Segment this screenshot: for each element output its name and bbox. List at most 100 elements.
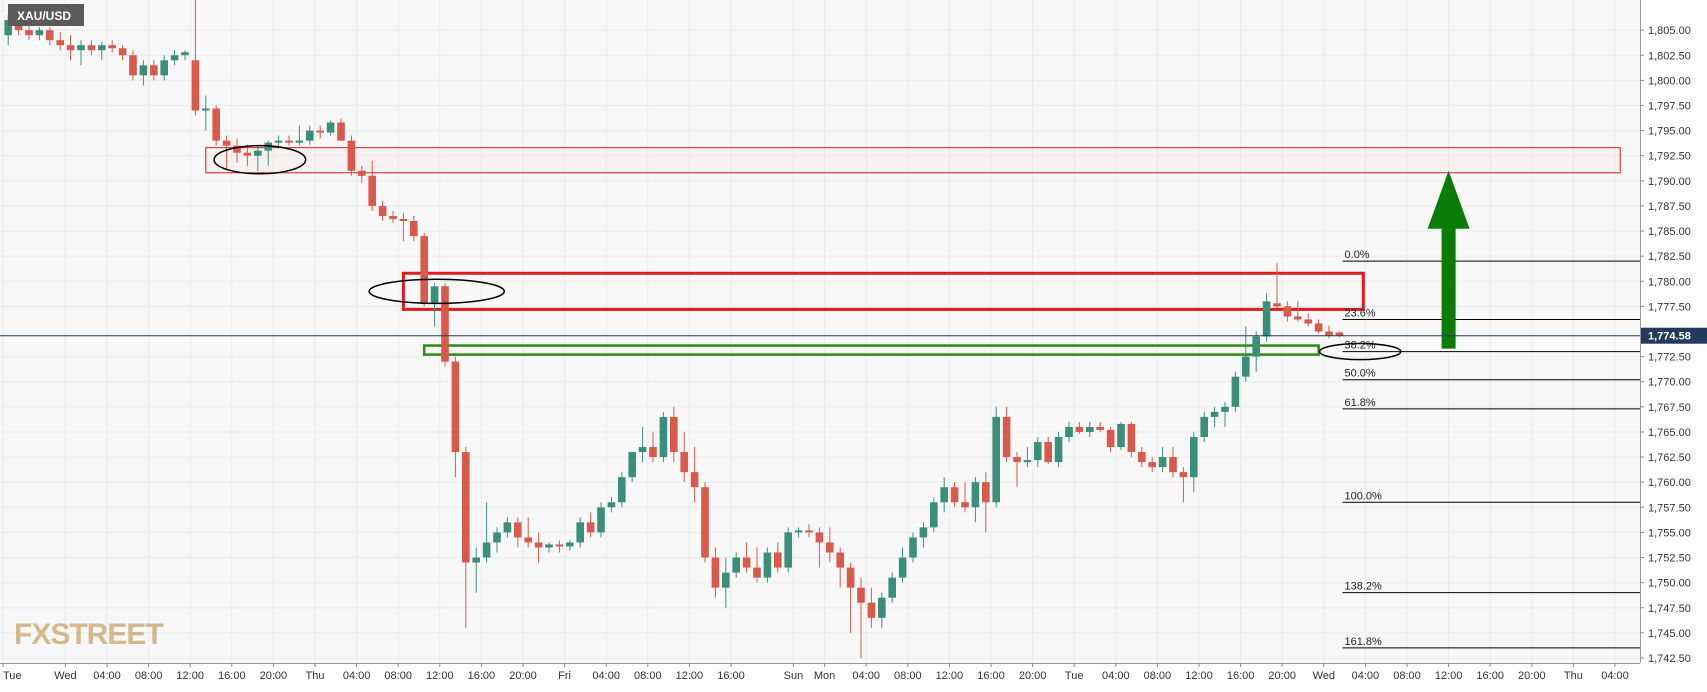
candle[interactable] — [358, 165, 366, 183]
candle[interactable] — [1335, 331, 1344, 338]
candle[interactable] — [170, 50, 179, 66]
candle[interactable] — [597, 502, 605, 538]
candle[interactable] — [1086, 421, 1094, 437]
candle[interactable] — [285, 135, 293, 146]
candle[interactable] — [378, 200, 387, 221]
candle[interactable] — [576, 517, 584, 548]
candle[interactable] — [524, 517, 532, 548]
candle[interactable] — [441, 283, 449, 367]
candle[interactable] — [659, 411, 668, 463]
candle[interactable] — [316, 125, 324, 139]
candle[interactable] — [410, 215, 418, 242]
candle[interactable] — [462, 447, 470, 628]
candle[interactable] — [961, 482, 969, 513]
candle[interactable] — [1221, 401, 1229, 427]
candle[interactable] — [1023, 447, 1032, 468]
candle[interactable] — [545, 542, 553, 553]
candle[interactable] — [909, 532, 917, 563]
candle[interactable] — [25, 25, 33, 41]
candle[interactable] — [306, 125, 314, 145]
candle[interactable] — [337, 118, 345, 141]
candle[interactable] — [514, 517, 522, 548]
candle[interactable] — [326, 120, 335, 136]
candle[interactable] — [888, 572, 896, 603]
candle[interactable] — [1044, 436, 1052, 465]
candle[interactable] — [1096, 421, 1104, 432]
candle[interactable] — [264, 140, 272, 166]
candle[interactable] — [77, 40, 85, 66]
candle[interactable] — [836, 547, 844, 588]
candle[interactable] — [56, 32, 64, 51]
candle[interactable] — [784, 527, 792, 573]
candle[interactable] — [46, 27, 54, 46]
candle[interactable] — [763, 547, 772, 583]
candle[interactable] — [1294, 301, 1302, 322]
candle[interactable] — [202, 95, 210, 131]
candle[interactable] — [430, 283, 439, 327]
candle[interactable] — [243, 144, 252, 166]
candle[interactable] — [826, 527, 834, 563]
candle[interactable] — [690, 447, 699, 503]
candle[interactable] — [1252, 331, 1260, 372]
candle[interactable] — [1179, 467, 1188, 503]
candle[interactable] — [118, 45, 127, 61]
candle[interactable] — [254, 145, 262, 171]
candle[interactable] — [160, 55, 168, 81]
candle[interactable] — [1034, 436, 1042, 468]
candle[interactable] — [347, 135, 356, 176]
candle[interactable] — [1127, 421, 1136, 458]
candle[interactable] — [794, 527, 803, 538]
candle[interactable] — [753, 547, 761, 583]
candle[interactable] — [1138, 447, 1146, 468]
candle[interactable] — [649, 431, 657, 463]
candle[interactable] — [742, 542, 751, 573]
candle[interactable] — [701, 482, 709, 563]
candle[interactable] — [1117, 421, 1125, 451]
candle[interactable] — [1158, 447, 1167, 473]
candle[interactable] — [1231, 371, 1240, 412]
candle[interactable] — [1148, 457, 1156, 473]
candle[interactable] — [233, 138, 241, 163]
candle[interactable] — [274, 135, 283, 148]
candle[interactable] — [555, 540, 564, 553]
candle[interactable] — [222, 135, 231, 169]
candle[interactable] — [982, 472, 990, 533]
candle[interactable] — [420, 233, 428, 307]
candle[interactable] — [87, 40, 96, 56]
candle[interactable] — [950, 482, 959, 508]
candle[interactable] — [1262, 293, 1271, 342]
candle[interactable] — [472, 547, 480, 593]
candle[interactable] — [368, 160, 376, 211]
candle[interactable] — [1169, 447, 1177, 478]
candle[interactable] — [638, 426, 647, 463]
candle[interactable] — [1054, 431, 1063, 468]
candle[interactable] — [139, 60, 148, 86]
candle[interactable] — [1283, 301, 1292, 322]
candle[interactable] — [857, 577, 865, 658]
candle[interactable] — [1190, 431, 1198, 493]
candle[interactable] — [680, 431, 688, 483]
candle[interactable] — [774, 542, 782, 573]
candle[interactable] — [930, 497, 938, 533]
candle[interactable] — [607, 497, 616, 513]
candle[interactable] — [846, 562, 855, 633]
candle[interactable] — [618, 472, 626, 508]
candle[interactable] — [566, 540, 574, 551]
candle[interactable] — [295, 125, 304, 146]
candle[interactable] — [503, 517, 512, 538]
candle[interactable] — [389, 210, 397, 224]
candle[interactable] — [867, 587, 876, 628]
candle[interactable] — [98, 42, 106, 61]
candle[interactable] — [670, 406, 678, 463]
candle[interactable] — [534, 532, 543, 563]
candle[interactable] — [711, 547, 720, 598]
candle[interactable] — [150, 60, 158, 81]
candle[interactable] — [129, 50, 137, 81]
candle[interactable] — [586, 512, 595, 538]
candle[interactable] — [1065, 421, 1073, 442]
candle[interactable] — [451, 356, 460, 478]
candle[interactable] — [1013, 452, 1021, 488]
candle[interactable] — [898, 547, 907, 583]
candle[interactable] — [1273, 263, 1281, 309]
